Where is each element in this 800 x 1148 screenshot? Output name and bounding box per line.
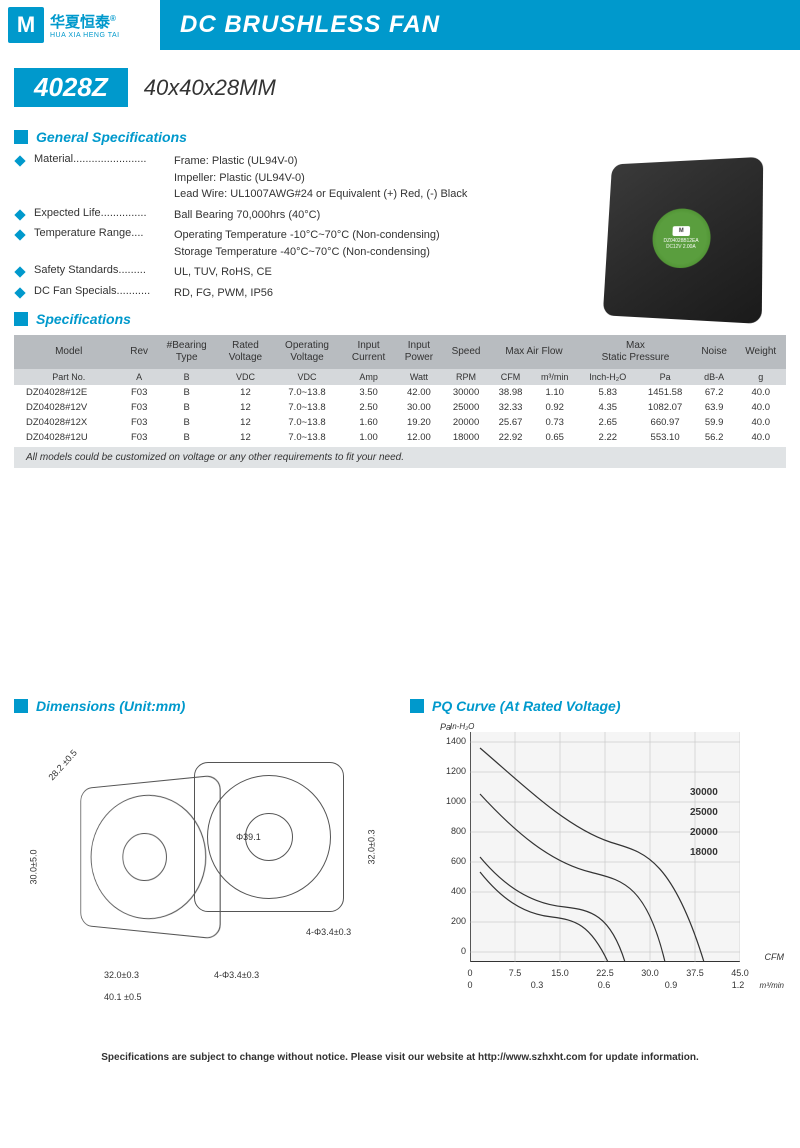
product-photo: M DZ04028B12EA DC12V 2.00A — [586, 143, 776, 333]
general-specs: Material........................Frame: P… — [14, 153, 786, 301]
page-title: DC BRUSHLESS FAN — [160, 0, 800, 50]
model-code: 4028Z — [14, 68, 128, 107]
table-row: DZ04028#12EF03B127.0~13.83.5042.00300003… — [14, 385, 786, 400]
spec-table: ModelRev#BearingTypeRatedVoltageOperatin… — [14, 335, 786, 445]
pq-chart: Pa In-H₂O CFM m³/min 1400120010008006004… — [410, 722, 786, 992]
logo-mark: M — [8, 7, 44, 43]
model-dimensions: 40x40x28MM — [144, 75, 276, 101]
table-row: DZ04028#12UF03B127.0~13.81.0012.00180002… — [14, 430, 786, 445]
dimensions-title: Dimensions (Unit:mm) — [36, 698, 185, 714]
pq-curve-title: PQ Curve (At Rated Voltage) — [432, 698, 621, 714]
logo-en-text: HUA XIA HENG TAI — [50, 32, 120, 39]
dimensions-column: Dimensions (Unit:mm) 28.2 ±0.5 30.0±5.0 … — [14, 688, 390, 1012]
model-heading: 4028Z 40x40x28MM — [0, 50, 800, 119]
table-row: DZ04028#12VF03B127.0~13.82.5030.00250003… — [14, 400, 786, 415]
logo-cn-text: 华夏恒泰 — [50, 14, 110, 31]
table-note: All models could be customized on voltag… — [14, 447, 786, 468]
page-header: M 华夏恒泰® HUA XIA HENG TAI DC BRUSHLESS FA… — [0, 0, 800, 50]
page-footer: Specifications are subject to change wit… — [0, 1052, 800, 1073]
table-row: DZ04028#12XF03B127.0~13.81.6019.20200002… — [14, 415, 786, 430]
bottom-section: Dimensions (Unit:mm) 28.2 ±0.5 30.0±5.0 … — [0, 688, 800, 1012]
pq-curve-column: PQ Curve (At Rated Voltage) Pa In-H₂O CF… — [410, 688, 786, 1012]
brand-logo: M 华夏恒泰® HUA XIA HENG TAI — [0, 0, 160, 50]
dimension-drawing: 28.2 ±0.5 30.0±5.0 32.0±0.3 40.1 ±0.5 Φ3… — [14, 722, 390, 1012]
